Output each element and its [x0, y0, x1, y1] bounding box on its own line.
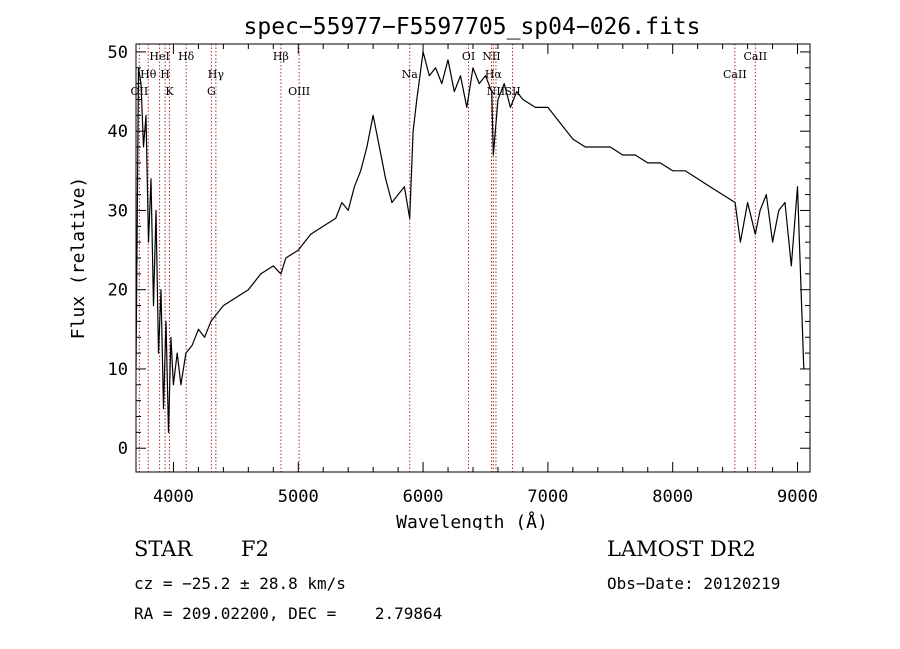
spectral-line-label: SII — [504, 85, 520, 98]
chart-title: spec−55977−F5597705_sp04−026.fits — [244, 14, 701, 40]
x-tick-label: 8000 — [652, 487, 693, 507]
spectral-line-label: HeI — [149, 50, 169, 63]
y-tick-label: 20 — [108, 281, 128, 301]
spectral-line-label: OI — [462, 50, 475, 63]
y-tick-label: 30 — [108, 201, 128, 221]
object-class: STAR — [134, 537, 193, 561]
observation-date: Obs−Date: 20120219 — [607, 574, 781, 593]
spectral-line-label: OII — [131, 85, 149, 98]
spectrum-line — [135, 51, 805, 433]
redshift-velocity: cz = −25.2 ± 28.8 km/s — [134, 574, 346, 593]
spectral-line-label: NII — [482, 50, 500, 63]
spectral-line-label: K — [165, 85, 174, 98]
spectral-line-label: OIII — [288, 85, 310, 98]
spectral-line-label: Hδ — [178, 50, 195, 63]
plot-frame — [135, 43, 811, 473]
spectral-line-label: Hβ — [273, 50, 289, 63]
x-tick-label: 9000 — [777, 487, 818, 507]
spectral-line-label: Hα — [485, 68, 503, 81]
y-tick-label: 50 — [108, 43, 128, 63]
spectrum-chart: spec−55977−F5597705_sp04−026.fits OIIHθH… — [68, 14, 818, 530]
y-tick-label: 10 — [108, 360, 128, 380]
x-tick-label: 6000 — [403, 487, 444, 507]
spectral-line-label: H — [160, 68, 170, 81]
spectral-line-label: CaII — [723, 68, 747, 81]
y-tick-label: 40 — [108, 122, 128, 142]
spectral-line-label: G — [207, 85, 216, 98]
survey-name: LAMOST DR2 — [607, 537, 756, 561]
spectral-line-label: Na — [402, 68, 419, 81]
x-tick-label: 7000 — [527, 487, 568, 507]
spectral-line-label: CaII — [743, 50, 767, 63]
x-tick-label: 5000 — [278, 487, 319, 507]
spectral-line-label: Hγ — [208, 68, 225, 81]
x-axis-label: Wavelength (Å) — [396, 511, 548, 530]
spectral-line-label: Hθ — [140, 68, 157, 81]
x-tick-label: 4000 — [153, 487, 194, 507]
object-subclass: F2 — [241, 537, 269, 561]
y-tick-label: 0 — [118, 439, 128, 459]
spectrum-series — [135, 51, 805, 433]
y-axis-label: Flux (relative) — [68, 177, 89, 340]
coordinates: RA = 209.02200, DEC = 2.79864 — [134, 604, 443, 623]
axes: 4000 5000 6000 7000 8000 9000 0 10 20 30 40 50 — [108, 43, 818, 507]
